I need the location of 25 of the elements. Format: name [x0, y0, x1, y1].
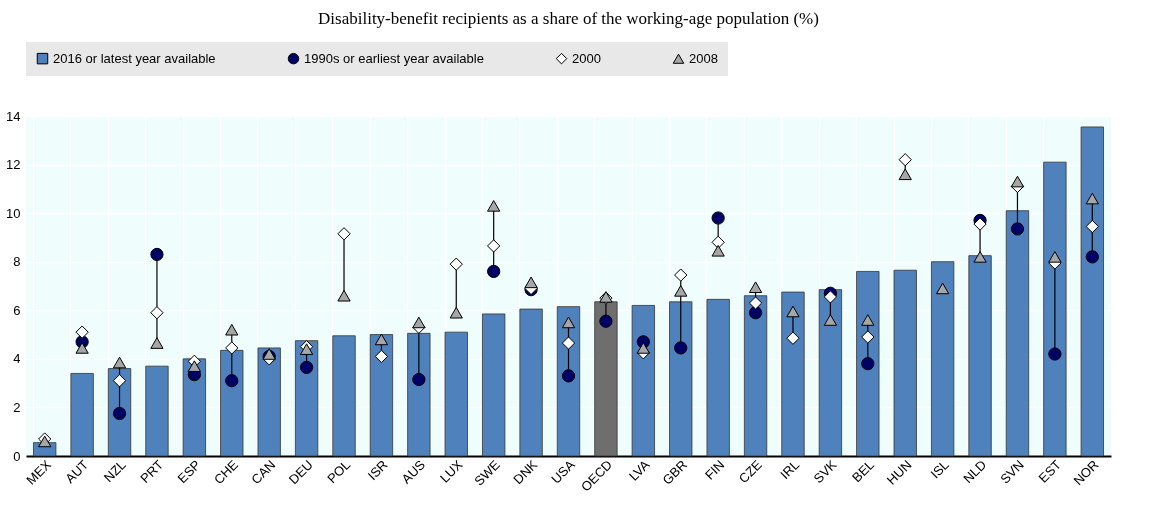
legend-label: 2008 [689, 50, 718, 66]
x-tick-label: ISL [927, 457, 952, 482]
y-tick-label: 14 [6, 108, 21, 124]
x-tick-label: ESP [174, 457, 204, 487]
x-tick-label: LVA [625, 456, 653, 484]
x-tick-label: NLD [960, 457, 990, 487]
y-tick-label: 0 [13, 448, 21, 464]
x-tick-label: IRL [777, 457, 803, 482]
y-tick-label: 8 [13, 254, 21, 270]
y-tick-label: 12 [6, 157, 21, 173]
x-tick-label: BEL [849, 457, 877, 486]
chart-title: Disability-benefit recipients as a share of the working-age population (%) [318, 9, 819, 28]
x-tick-label: ISR [364, 457, 391, 484]
x-tick-label: FIN [701, 457, 728, 483]
x-tick-label: CZE [735, 456, 765, 487]
x-tick-label: POL [324, 457, 354, 487]
y-tick-label: 10 [6, 205, 21, 221]
x-tick-label: USA [548, 456, 578, 487]
legend-label: 2016 or latest year available [53, 50, 216, 66]
y-tick-label: 6 [13, 302, 21, 318]
x-tick-label: NZL [100, 457, 129, 486]
y-tick-label: 2 [13, 399, 21, 415]
legend-label: 1990s or earliest year available [304, 50, 484, 66]
legend-label: 2000 [572, 50, 601, 66]
y-tick-label: 4 [13, 351, 21, 367]
